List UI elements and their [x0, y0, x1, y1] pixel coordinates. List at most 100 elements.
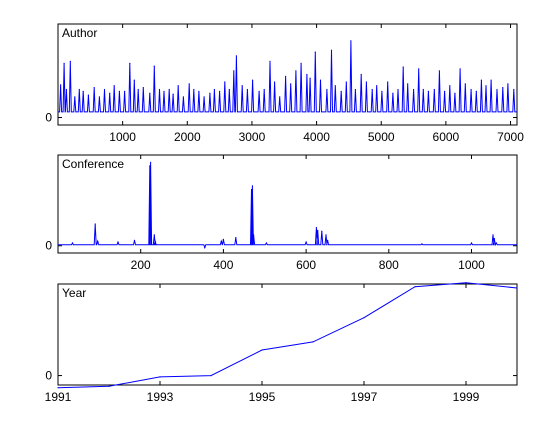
conference-data-point: [493, 237, 495, 240]
author-data-point: [438, 70, 440, 72]
author-data-point: [60, 84, 62, 86]
conference-x-tick-label: 600: [296, 258, 316, 272]
conference-series-line: [58, 162, 517, 250]
author-data-point: [228, 88, 230, 91]
author-data-point: [209, 92, 211, 94]
year-panel: 1991 1993 1995 1997 1999 0 Year: [45, 282, 518, 404]
year-x-tick-label: 1999: [453, 390, 480, 404]
author-data-point: [334, 85, 336, 87]
conference-data-point: [153, 234, 155, 236]
author-data-point: [513, 88, 515, 91]
author-data-point: [295, 70, 297, 72]
author-data-point: [213, 88, 215, 91]
author-data-point: [109, 92, 111, 94]
author-data-point: [198, 90, 200, 92]
author-axes-box: [57, 23, 518, 126]
year-data-point: [414, 286, 416, 288]
author-data-point: [93, 87, 95, 89]
author-data-point: [258, 90, 260, 92]
conference-data-point: [204, 247, 206, 249]
author-x-tick-label: 2000: [174, 130, 201, 144]
author-data-point: [330, 49, 333, 51]
conference-data-point: [154, 240, 156, 242]
author-data-point: [233, 70, 235, 72]
author-data-point: [87, 94, 89, 96]
conference-data-point: [325, 234, 327, 236]
author-data-point: [326, 88, 328, 91]
author-x-tick-label: 6000: [433, 130, 460, 144]
year-data-point: [210, 375, 212, 377]
author-data-point: [188, 83, 190, 85]
author-data-point: [63, 62, 65, 64]
year-data-point: [57, 387, 59, 389]
author-data-point: [279, 96, 281, 98]
author-data-point: [163, 90, 165, 92]
author-data-point: [392, 92, 394, 94]
author-data-point: [133, 79, 135, 81]
author-x-tick-label: 4000: [303, 130, 330, 144]
year-panel-title: Year: [62, 286, 86, 300]
author-data-point: [454, 92, 456, 94]
author-data-point: [397, 88, 399, 91]
author-data-point: [407, 83, 409, 85]
conference-data-point: [150, 161, 152, 163]
author-data-point: [422, 88, 424, 91]
author-data-point: [490, 79, 492, 81]
author-series-line: [58, 40, 517, 113]
conference-data-point: [321, 230, 323, 232]
author-data-point: [306, 73, 308, 76]
conference-data-point: [470, 242, 473, 244]
conference-data-point: [492, 234, 494, 236]
author-data-point: [444, 90, 446, 92]
author-data-point: [219, 90, 221, 92]
conference-data-point: [327, 239, 329, 241]
conference-data-point: [97, 240, 99, 242]
year-y-tick-label: 0: [45, 369, 52, 383]
author-data-point: [309, 77, 311, 79]
year-data-point: [312, 341, 314, 343]
author-x-tick-label: 1000: [109, 130, 136, 144]
author-data-point: [224, 81, 226, 83]
author-data-point: [464, 83, 466, 85]
year-axes-box: [57, 283, 518, 386]
conference-data-point: [149, 165, 151, 167]
conference-data-point: [253, 234, 255, 236]
author-data-point: [354, 88, 356, 91]
author-panel: 1000 2000 3000 4000 5000 6000 7000 0 Author: [45, 23, 524, 144]
author-data-point: [319, 79, 322, 81]
author-data-point: [381, 90, 383, 92]
author-data-point: [496, 88, 498, 91]
year-x-tick-label: 1991: [45, 390, 72, 404]
conference-data-point: [305, 241, 307, 243]
year-data-point: [159, 376, 161, 378]
year-series-line: [57, 282, 518, 389]
author-data-point: [274, 81, 276, 83]
author-data-point: [350, 40, 352, 42]
author-data-point: [345, 81, 347, 83]
author-data-point: [149, 92, 151, 94]
conference-x-tick-label: 800: [379, 258, 399, 272]
author-data-point: [290, 83, 292, 85]
author-data-point: [449, 85, 451, 87]
conference-data-point: [222, 238, 224, 240]
author-data-point: [241, 85, 243, 87]
author-data-point: [246, 88, 248, 91]
author-data-point: [203, 96, 205, 98]
author-data-point: [402, 66, 404, 68]
author-data-point: [427, 90, 429, 92]
author-data-point: [69, 60, 71, 63]
year-x-tick-label: 1997: [351, 390, 378, 404]
conference-y-tick-label: 0: [45, 239, 52, 253]
author-data-point: [103, 88, 106, 91]
conference-x-tick-label: 200: [131, 258, 151, 272]
author-data-point: [365, 81, 367, 83]
year-data-point: [261, 349, 263, 351]
conference-x-tick-label: 400: [213, 258, 233, 272]
author-data-point: [387, 81, 389, 83]
conference-data-point: [94, 223, 96, 225]
conference-data-point: [71, 242, 74, 244]
year-data-point: [516, 287, 518, 289]
conference-data-point: [133, 239, 136, 241]
year-data-point: [108, 385, 110, 387]
author-data-point: [360, 73, 362, 76]
